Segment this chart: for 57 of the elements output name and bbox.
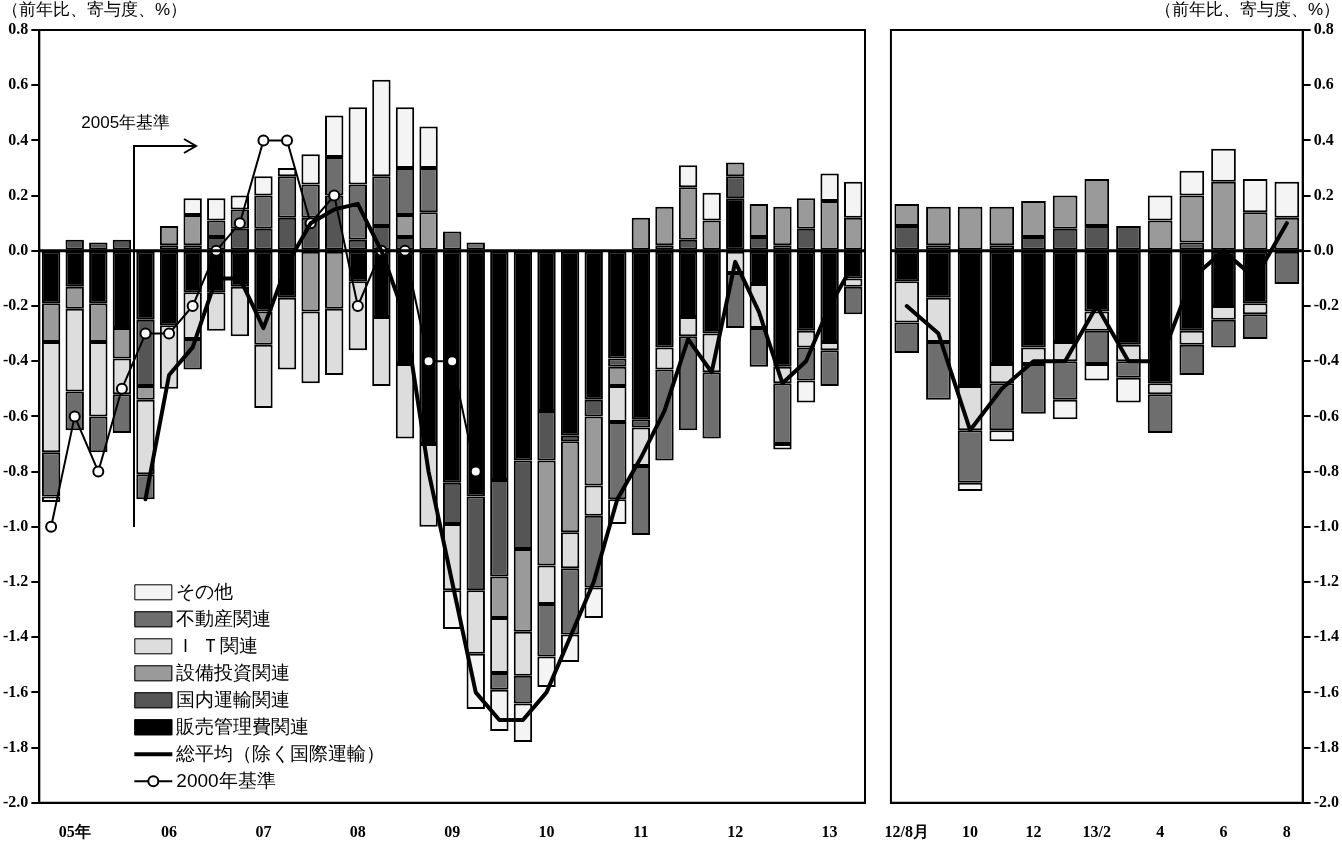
y-tick-label: -0.8: [3, 461, 29, 479]
x-tick-label: 13: [821, 822, 838, 840]
x-tick-label: 05年: [58, 822, 91, 840]
y2-tick-label: -1.4: [1313, 627, 1339, 645]
y2-tick-label: -0.4: [1313, 351, 1339, 369]
legend-label: 2000年基準: [176, 769, 276, 791]
x-tick-label: 10: [538, 822, 555, 840]
y-tick-label: 0.0: [8, 240, 29, 258]
y2-tick-label: -1.8: [1313, 737, 1339, 755]
x-tick-label: 8: [1282, 822, 1291, 840]
y2-tick-label: -2.0: [1313, 792, 1339, 810]
y-tick-label: -1.0: [3, 516, 29, 534]
annotation: 2005年基準: [81, 113, 171, 133]
y2-tick-label: -0.6: [1313, 406, 1339, 424]
y-tick-label: -0.6: [3, 406, 29, 424]
y-tick-label: -1.8: [3, 737, 29, 755]
y2-tick-label: 0.8: [1313, 20, 1334, 38]
y2-axis-title: （前年比、寄与度、%）: [1154, 0, 1340, 20]
y2-tick-label: -1.0: [1313, 516, 1339, 534]
legend-label: 販売管理費関連: [176, 715, 310, 737]
y-tick-label: -0.4: [3, 351, 29, 369]
x-tick-label: 12: [727, 822, 744, 840]
x-tick-label: 10: [962, 822, 979, 840]
legend-label: 国内運輸関連: [176, 688, 291, 710]
legend-label: 設備投資関連: [176, 661, 291, 683]
x-tick-label: 09: [444, 822, 461, 840]
x-tick-label: 11: [633, 822, 649, 840]
y-tick-label: -1.4: [3, 627, 29, 645]
y-tick-label: 0.6: [8, 75, 29, 93]
y-tick-label: 0.2: [8, 185, 29, 203]
x-tick-label: 06: [161, 822, 178, 840]
x-tick-label: 4: [1156, 822, 1165, 840]
y2-tick-label: -1.6: [1313, 682, 1339, 700]
y-tick-label: -0.2: [3, 296, 29, 314]
legend-label: 総平均（除く国際運輸）: [175, 742, 386, 764]
legend-label: その他: [176, 580, 234, 602]
y2-tick-label: -0.2: [1313, 296, 1339, 314]
y2-tick-label: 0.2: [1313, 185, 1334, 203]
y-tick-label: 0.4: [8, 130, 29, 148]
y-tick-label: -1.6: [3, 682, 29, 700]
y2-tick-label: -1.2: [1313, 572, 1339, 590]
legend-label: Ｉ Ｔ関連: [176, 634, 258, 656]
x-tick-label: 08: [349, 822, 366, 840]
y2-tick-label: 0.0: [1313, 240, 1334, 258]
legend-label: 不動産関連: [176, 607, 272, 629]
x-tick-label: 12/8月: [884, 822, 929, 840]
x-tick-label: 6: [1219, 822, 1228, 840]
y-axis-title: （前年比、寄与度、%）: [2, 0, 188, 20]
x-tick-label: 12: [1025, 822, 1042, 840]
y-tick-label: 0.8: [8, 20, 29, 38]
x-tick-label: 07: [255, 822, 272, 840]
y-tick-label: -1.2: [3, 572, 29, 590]
y-tick-label: -2.0: [3, 792, 29, 810]
x-tick-label: 13/2: [1082, 822, 1112, 840]
y2-tick-label: 0.6: [1313, 75, 1334, 93]
y2-tick-label: 0.4: [1313, 130, 1334, 148]
y2-tick-label: -0.8: [1313, 461, 1339, 479]
